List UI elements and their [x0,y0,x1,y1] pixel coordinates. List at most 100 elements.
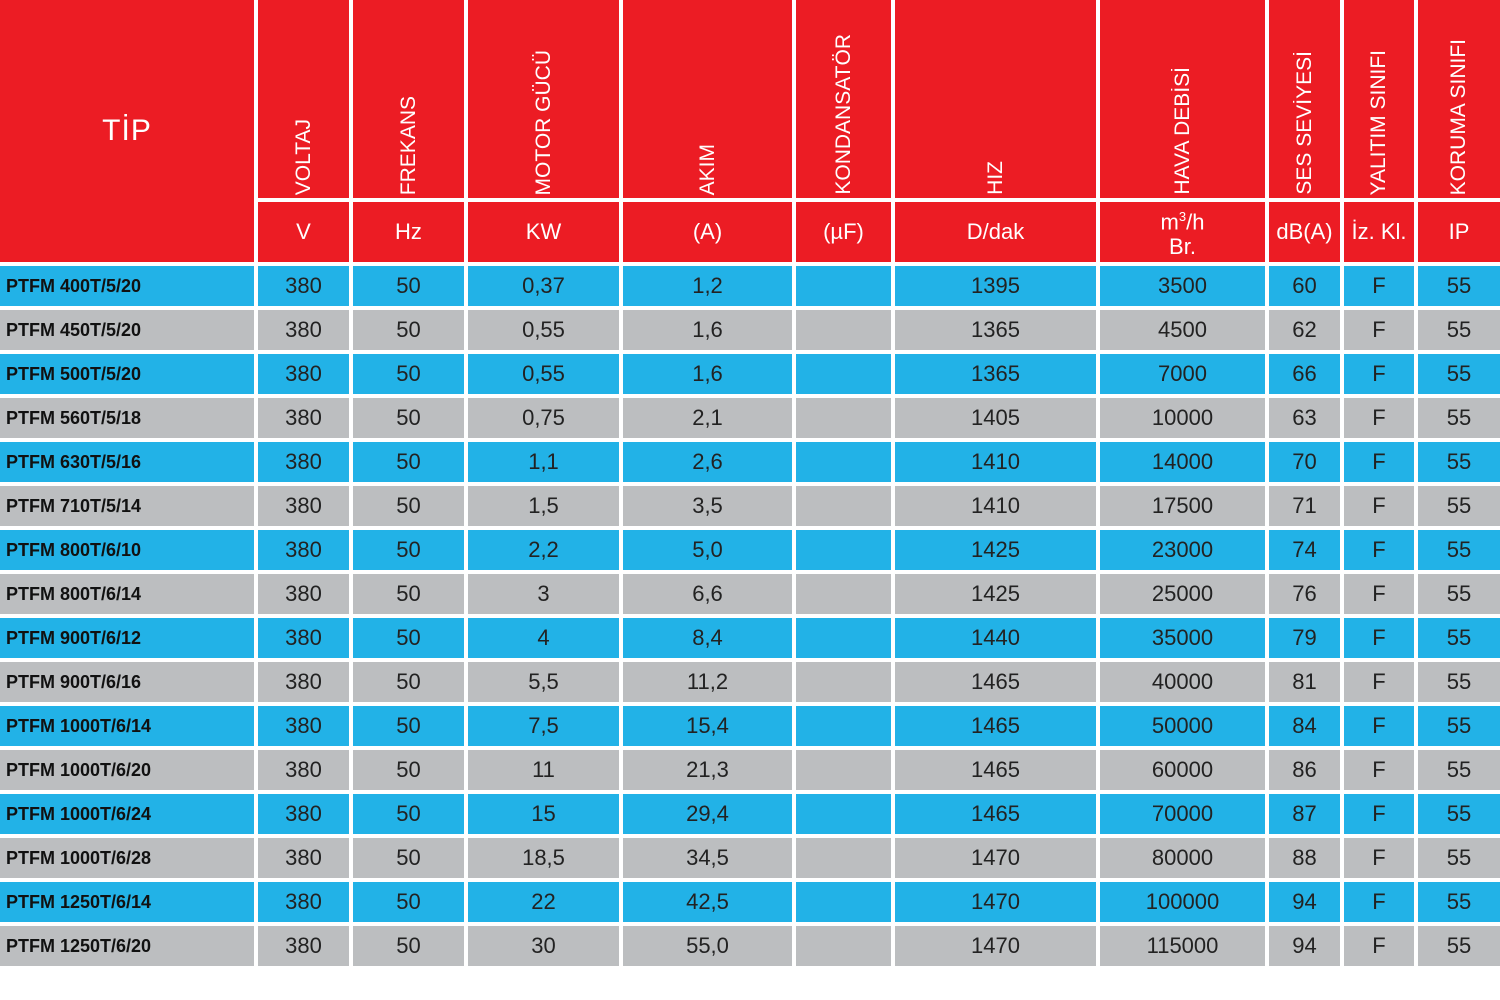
cell-koruma-sinifi: 55 [1418,662,1500,706]
cell-kondansator [796,266,895,310]
cell-tip: PTFM 450T/5/20 [0,310,258,354]
column-header-label: MOTOR GÜCÜ [531,49,555,195]
cell-frekans: 50 [353,354,468,398]
cell-kondansator [796,618,895,662]
cell-ses-seviyesi: 94 [1269,882,1344,926]
cell-koruma-sinifi: 55 [1418,926,1500,970]
cell-voltaj: 380 [258,662,353,706]
cell-frekans: 50 [353,926,468,970]
cell-voltaj: 380 [258,530,353,574]
cell-hava-debisi: 35000 [1100,618,1269,662]
table-body: PTFM 400T/5/20 380 50 0,37 1,2 1395 3500 60 F 55 P… [0,266,1500,970]
cell-kondansator [796,442,895,486]
unit-yalitim-sinifi: İz. Kl. [1344,202,1418,266]
cell-frekans: 50 [353,662,468,706]
cell-voltaj: 380 [258,706,353,750]
table-row: PTFM 1000T/6/24 380 50 15 29,4 1465 70000 87 F 55 [0,794,1500,838]
cell-yalitim-sinifi: F [1344,398,1418,442]
cell-motor-gucu: 2,2 [468,530,623,574]
cell-akim: 21,3 [623,750,796,794]
table-row: PTFM 800T/6/10 380 50 2,2 5,0 1425 23000 74 F 55 [0,530,1500,574]
cell-akim: 55,0 [623,926,796,970]
cell-hiz: 1470 [895,926,1100,970]
cell-yalitim-sinifi: F [1344,530,1418,574]
cell-motor-gucu: 1,1 [468,442,623,486]
cell-akim: 5,0 [623,530,796,574]
cell-voltaj: 380 [258,310,353,354]
column-header-label: KORUMA SINIFI [1447,38,1470,195]
cell-motor-gucu: 1,5 [468,486,623,530]
cell-tip: PTFM 1000T/6/14 [0,706,258,750]
cell-motor-gucu: 30 [468,926,623,970]
spec-table: TİP VOLTAJ FREKANS MOTOR GÜCÜ AKIM KONDA… [0,0,1500,970]
cell-hava-debisi: 100000 [1100,882,1269,926]
cell-voltaj: 380 [258,750,353,794]
table-row: PTFM 800T/6/14 380 50 3 6,6 1425 25000 76 F 55 [0,574,1500,618]
cell-hava-debisi: 80000 [1100,838,1269,882]
unit-hava-debisi-per-hour: /h [1186,209,1205,235]
cell-akim: 2,1 [623,398,796,442]
cell-motor-gucu: 0,55 [468,354,623,398]
cell-frekans: 50 [353,266,468,310]
column-header-tip: TİP [0,0,258,266]
table-row: PTFM 1000T/6/28 380 50 18,5 34,5 1470 80000 88 F… [0,838,1500,882]
column-header-label: SES SEVİYESİ [1292,51,1316,195]
cell-frekans: 50 [353,398,468,442]
cell-akim: 2,6 [623,442,796,486]
cell-kondansator [796,662,895,706]
cell-akim: 42,5 [623,882,796,926]
cell-hava-debisi: 10000 [1100,398,1269,442]
cell-frekans: 50 [353,310,468,354]
cell-akim: 8,4 [623,618,796,662]
cell-hiz: 1395 [895,266,1100,310]
unit-hiz: D/dak [895,202,1100,266]
cell-koruma-sinifi: 55 [1418,486,1500,530]
cell-yalitim-sinifi: F [1344,442,1418,486]
cell-hiz: 1365 [895,310,1100,354]
cell-hava-debisi: 115000 [1100,926,1269,970]
cell-tip: PTFM 1000T/6/24 [0,794,258,838]
unit-hava-debisi-br: Br. [1169,233,1196,259]
cell-kondansator [796,354,895,398]
cell-kondansator [796,838,895,882]
cell-yalitim-sinifi: F [1344,662,1418,706]
unit-kondansator: (µF) [796,202,895,266]
cell-akim: 6,6 [623,574,796,618]
cell-motor-gucu: 22 [468,882,623,926]
cell-tip: PTFM 800T/6/10 [0,530,258,574]
cell-motor-gucu: 5,5 [468,662,623,706]
table-row: PTFM 500T/5/20 380 50 0,55 1,6 1365 7000 66 F 55 [0,354,1500,398]
header-row: TİP VOLTAJ FREKANS MOTOR GÜCÜ AKIM KONDA… [0,0,1500,266]
cell-frekans: 50 [353,442,468,486]
cell-tip: PTFM 800T/6/14 [0,574,258,618]
cell-frekans: 50 [353,838,468,882]
cell-koruma-sinifi: 55 [1418,354,1500,398]
cell-koruma-sinifi: 55 [1418,882,1500,926]
unit-akim: (A) [623,202,796,266]
column-header-ses-seviyesi: SES SEVİYESİ [1269,0,1344,202]
cell-frekans: 50 [353,706,468,750]
cell-akim: 11,2 [623,662,796,706]
cell-voltaj: 380 [258,486,353,530]
table-row: PTFM 400T/5/20 380 50 0,37 1,2 1395 3500 60 F 55 [0,266,1500,310]
cell-yalitim-sinifi: F [1344,706,1418,750]
column-header-motor-gucu: MOTOR GÜCÜ [468,0,623,202]
cell-kondansator [796,310,895,354]
cell-frekans: 50 [353,618,468,662]
cell-motor-gucu: 0,55 [468,310,623,354]
cell-hava-debisi: 70000 [1100,794,1269,838]
cell-koruma-sinifi: 55 [1418,310,1500,354]
cell-koruma-sinifi: 55 [1418,618,1500,662]
unit-hava-debisi: m3/h Br. [1100,202,1269,266]
cell-akim: 1,2 [623,266,796,310]
table-row: PTFM 1000T/6/20 380 50 11 21,3 1465 60000 86 F 55 [0,750,1500,794]
cell-voltaj: 380 [258,398,353,442]
cell-yalitim-sinifi: F [1344,838,1418,882]
table-row: PTFM 900T/6/16 380 50 5,5 11,2 1465 40000 81 F 55 [0,662,1500,706]
cell-yalitim-sinifi: F [1344,354,1418,398]
cell-yalitim-sinifi: F [1344,486,1418,530]
cell-koruma-sinifi: 55 [1418,838,1500,882]
cell-kondansator [796,794,895,838]
cell-koruma-sinifi: 55 [1418,574,1500,618]
cell-ses-seviyesi: 63 [1269,398,1344,442]
